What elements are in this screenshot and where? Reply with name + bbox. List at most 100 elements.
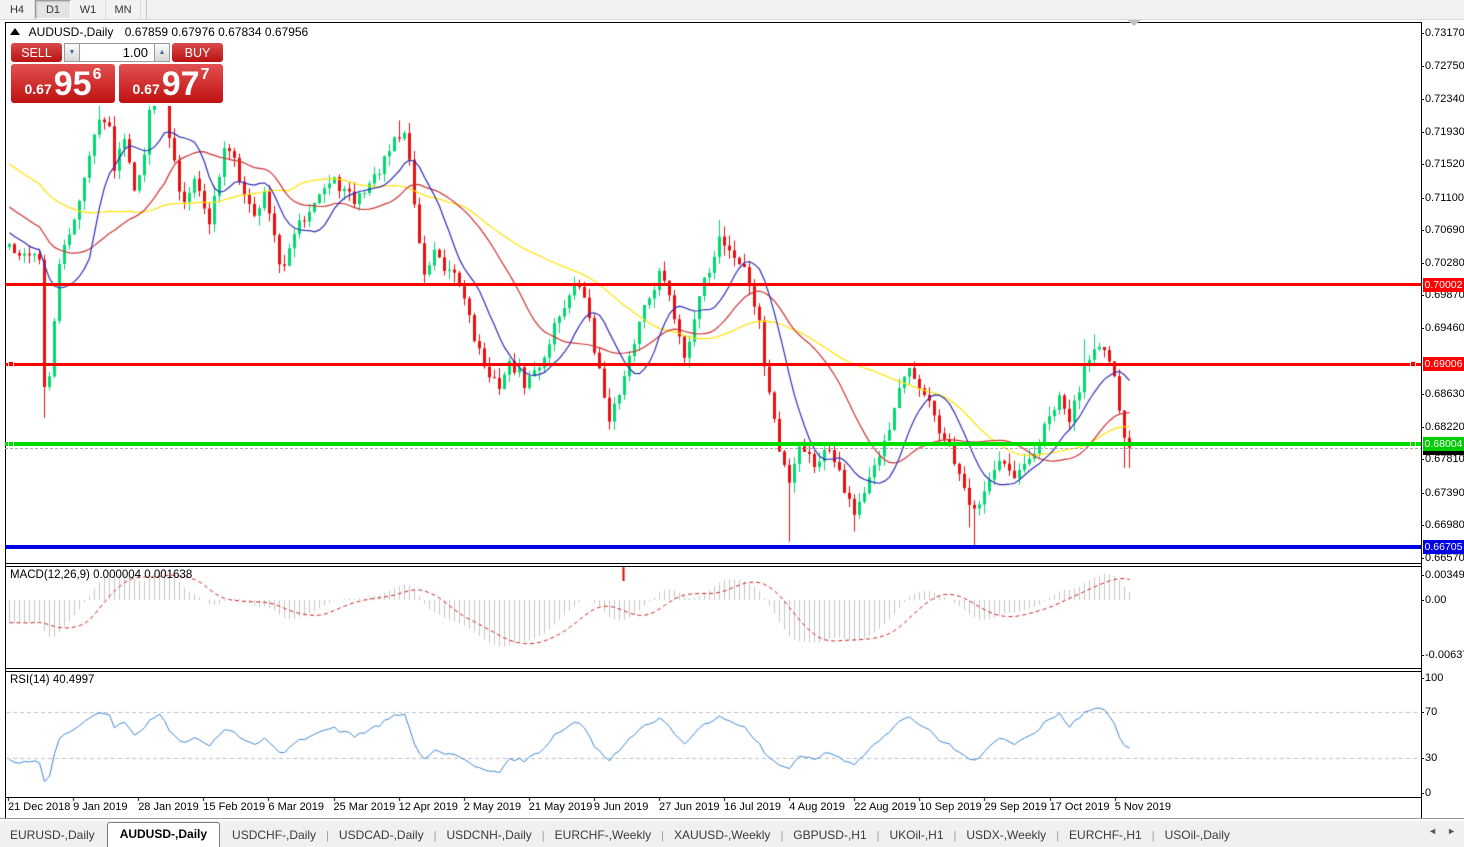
buy-button[interactable]: BUY — [172, 43, 223, 62]
chart-tab-eurusd-daily[interactable]: EURUSD-,Daily — [10, 828, 95, 842]
sell-price-prefix: 0.67 — [24, 81, 52, 97]
timeframe-button-h4[interactable]: H4 — [0, 0, 35, 19]
axis-tick-label: 0.72340 — [1425, 92, 1464, 105]
plot-border-left — [5, 22, 6, 819]
chart-tab-usdx-weekly[interactable]: USDX-,Weekly — [966, 828, 1047, 842]
axis-tick-label: 0.67390 — [1425, 486, 1464, 499]
date-tick-label: 22 Aug 2019 — [854, 801, 917, 813]
date-tick-label: 16 Jul 2019 — [724, 801, 781, 813]
date-tick-label: 17 Oct 2019 — [1049, 801, 1110, 813]
chart-title: AUDUSD-,Daily 0.67859 0.67976 0.67834 0.… — [10, 25, 308, 39]
axis-tick-label: 0.73170 — [1425, 27, 1464, 39]
axis-tick-label: 0.69870 — [1425, 289, 1464, 302]
date-tick-label: 15 Feb 2019 — [203, 801, 266, 813]
tab-scroll-left-icon[interactable]: ◄ — [1428, 826, 1438, 836]
chart-shift-marker-icon[interactable] — [1126, 19, 1142, 26]
axis-tick-label: 70 — [1425, 706, 1438, 718]
axis-tick-mark — [1421, 33, 1424, 34]
buy-price-button[interactable]: 0.67 97 7 — [119, 64, 223, 103]
sell-price-pip: 6 — [92, 66, 102, 83]
date-tick-label: 12 Apr 2019 — [398, 801, 458, 813]
axis-tick-mark — [1421, 459, 1424, 461]
timeframe-button-w1[interactable]: W1 — [71, 0, 106, 19]
timeframe-toolbar: H4 D1 W1 MN — [0, 0, 1464, 20]
volume-increase-button[interactable]: ▲ — [154, 43, 170, 62]
tab-separator: | — [1056, 830, 1060, 842]
buy-price-pip: 7 — [200, 66, 210, 83]
chart-tab-audusd-daily[interactable]: AUDUSD-,Daily — [106, 822, 221, 847]
date-tick-label: 28 Jan 2019 — [138, 801, 199, 813]
one-click-panel-arrow-icon[interactable] — [10, 28, 20, 35]
chart-tab-usdcad-daily[interactable]: USDCAD-,Daily — [338, 828, 424, 842]
chart-tab-usdchf-daily[interactable]: USDCHF-,Daily — [232, 828, 317, 842]
date-tick-label: 29 Sep 2019 — [984, 801, 1047, 813]
line-anchor-marker[interactable] — [8, 440, 14, 447]
date-tick-label: 4 Aug 2019 — [789, 801, 845, 813]
axis-tick-label: -0.00637 — [1425, 649, 1464, 661]
chart-ohlc-values: 0.67859 0.67976 0.67834 0.67956 — [124, 25, 309, 39]
level-line-0.70002[interactable] — [5, 283, 1421, 287]
axis-tick-label: 0.00349 — [1425, 569, 1464, 581]
axis-tick-mark — [1421, 600, 1424, 601]
tab-separator: | — [876, 830, 880, 842]
chart-tab-gbpusd-h1[interactable]: GBPUSD-,H1 — [793, 828, 867, 842]
line-anchor-marker[interactable] — [1410, 440, 1416, 447]
axis-tick-mark — [1421, 575, 1424, 576]
axis-tick-mark — [1421, 525, 1424, 527]
price-badge-0.69006: 0.69006 — [1423, 357, 1464, 372]
chart-tab-usdcnh-daily[interactable]: USDCNH-,Daily — [446, 828, 532, 842]
axis-tick-label: 0.70280 — [1425, 256, 1464, 269]
axis-tick-mark — [1421, 197, 1424, 199]
price-badge-0.70002: 0.70002 — [1423, 277, 1464, 292]
tab-separator: | — [326, 830, 329, 842]
axis-tick-label: 0.72750 — [1425, 60, 1464, 73]
chart-tab-xauusd-weekly[interactable]: XAUUSD-,Weekly — [673, 828, 771, 842]
axis-tick-mark — [1421, 230, 1424, 232]
axis-tick-label: 0.70690 — [1425, 224, 1464, 237]
chart-tab-usoil-daily[interactable]: USOil-,Daily — [1164, 828, 1230, 842]
timeframe-button-d1[interactable]: D1 — [35, 0, 71, 19]
axis-tick-mark — [1421, 393, 1424, 395]
line-anchor-marker[interactable] — [1410, 361, 1416, 368]
axis-tick-label: 0.66570 — [1425, 551, 1464, 564]
tab-scroll-right-icon[interactable]: ► — [1447, 826, 1456, 836]
axis-tick-mark — [1421, 492, 1424, 494]
buy-price-prefix: 0.67 — [132, 81, 160, 97]
line-anchor-marker[interactable] — [8, 361, 14, 368]
axis-tick-mark — [1421, 327, 1424, 329]
date-tick-label: 10 Sep 2019 — [919, 801, 982, 813]
volume-decrease-button[interactable]: ▼ — [64, 43, 80, 62]
axis-tick-label: 0.68630 — [1425, 387, 1464, 400]
axis-tick-mark — [1421, 66, 1424, 68]
tab-separator: | — [661, 830, 664, 842]
level-line-0.69006[interactable] — [5, 362, 1421, 366]
pane-border-top — [5, 22, 1422, 23]
pane-border-price-bottom — [5, 563, 1422, 564]
sell-price-button[interactable]: 0.67 95 6 — [11, 64, 115, 103]
date-tick-label: 2 May 2019 — [463, 801, 522, 813]
chart-tab-eurchf-weekly[interactable]: EURCHF-,Weekly — [554, 828, 652, 842]
axis-tick-label: 0.69460 — [1425, 321, 1464, 334]
chart-tab-ukoil-h1[interactable]: UKOil-,H1 — [889, 828, 944, 842]
level-line-0.68004[interactable] — [5, 441, 1421, 446]
axis-tick-mark — [1421, 164, 1424, 166]
pane-border-rsi-bottom — [5, 797, 1422, 798]
axis-tick-mark — [1421, 678, 1424, 679]
level-line-0.66705[interactable] — [5, 544, 1421, 549]
axis-tick-mark — [1421, 98, 1424, 100]
date-tick-label: 27 Jun 2019 — [659, 801, 720, 813]
timeframe-button-mn[interactable]: MN — [106, 0, 141, 19]
sell-button[interactable]: SELL — [11, 43, 62, 62]
chart-tab-eurchf-h1[interactable]: EURCHF-,H1 — [1069, 828, 1142, 842]
pane-border-macd-bottom — [5, 668, 1422, 669]
date-tick-label: 9 Jan 2019 — [73, 801, 128, 813]
volume-input[interactable] — [80, 43, 154, 62]
tab-separator: | — [433, 830, 437, 842]
tab-separator: | — [541, 830, 545, 842]
plot-border-right — [1421, 22, 1422, 819]
axis-tick-mark — [1421, 131, 1424, 133]
axis-tick-label: 0.67810 — [1425, 453, 1464, 466]
axis-tick-mark — [1421, 262, 1424, 264]
